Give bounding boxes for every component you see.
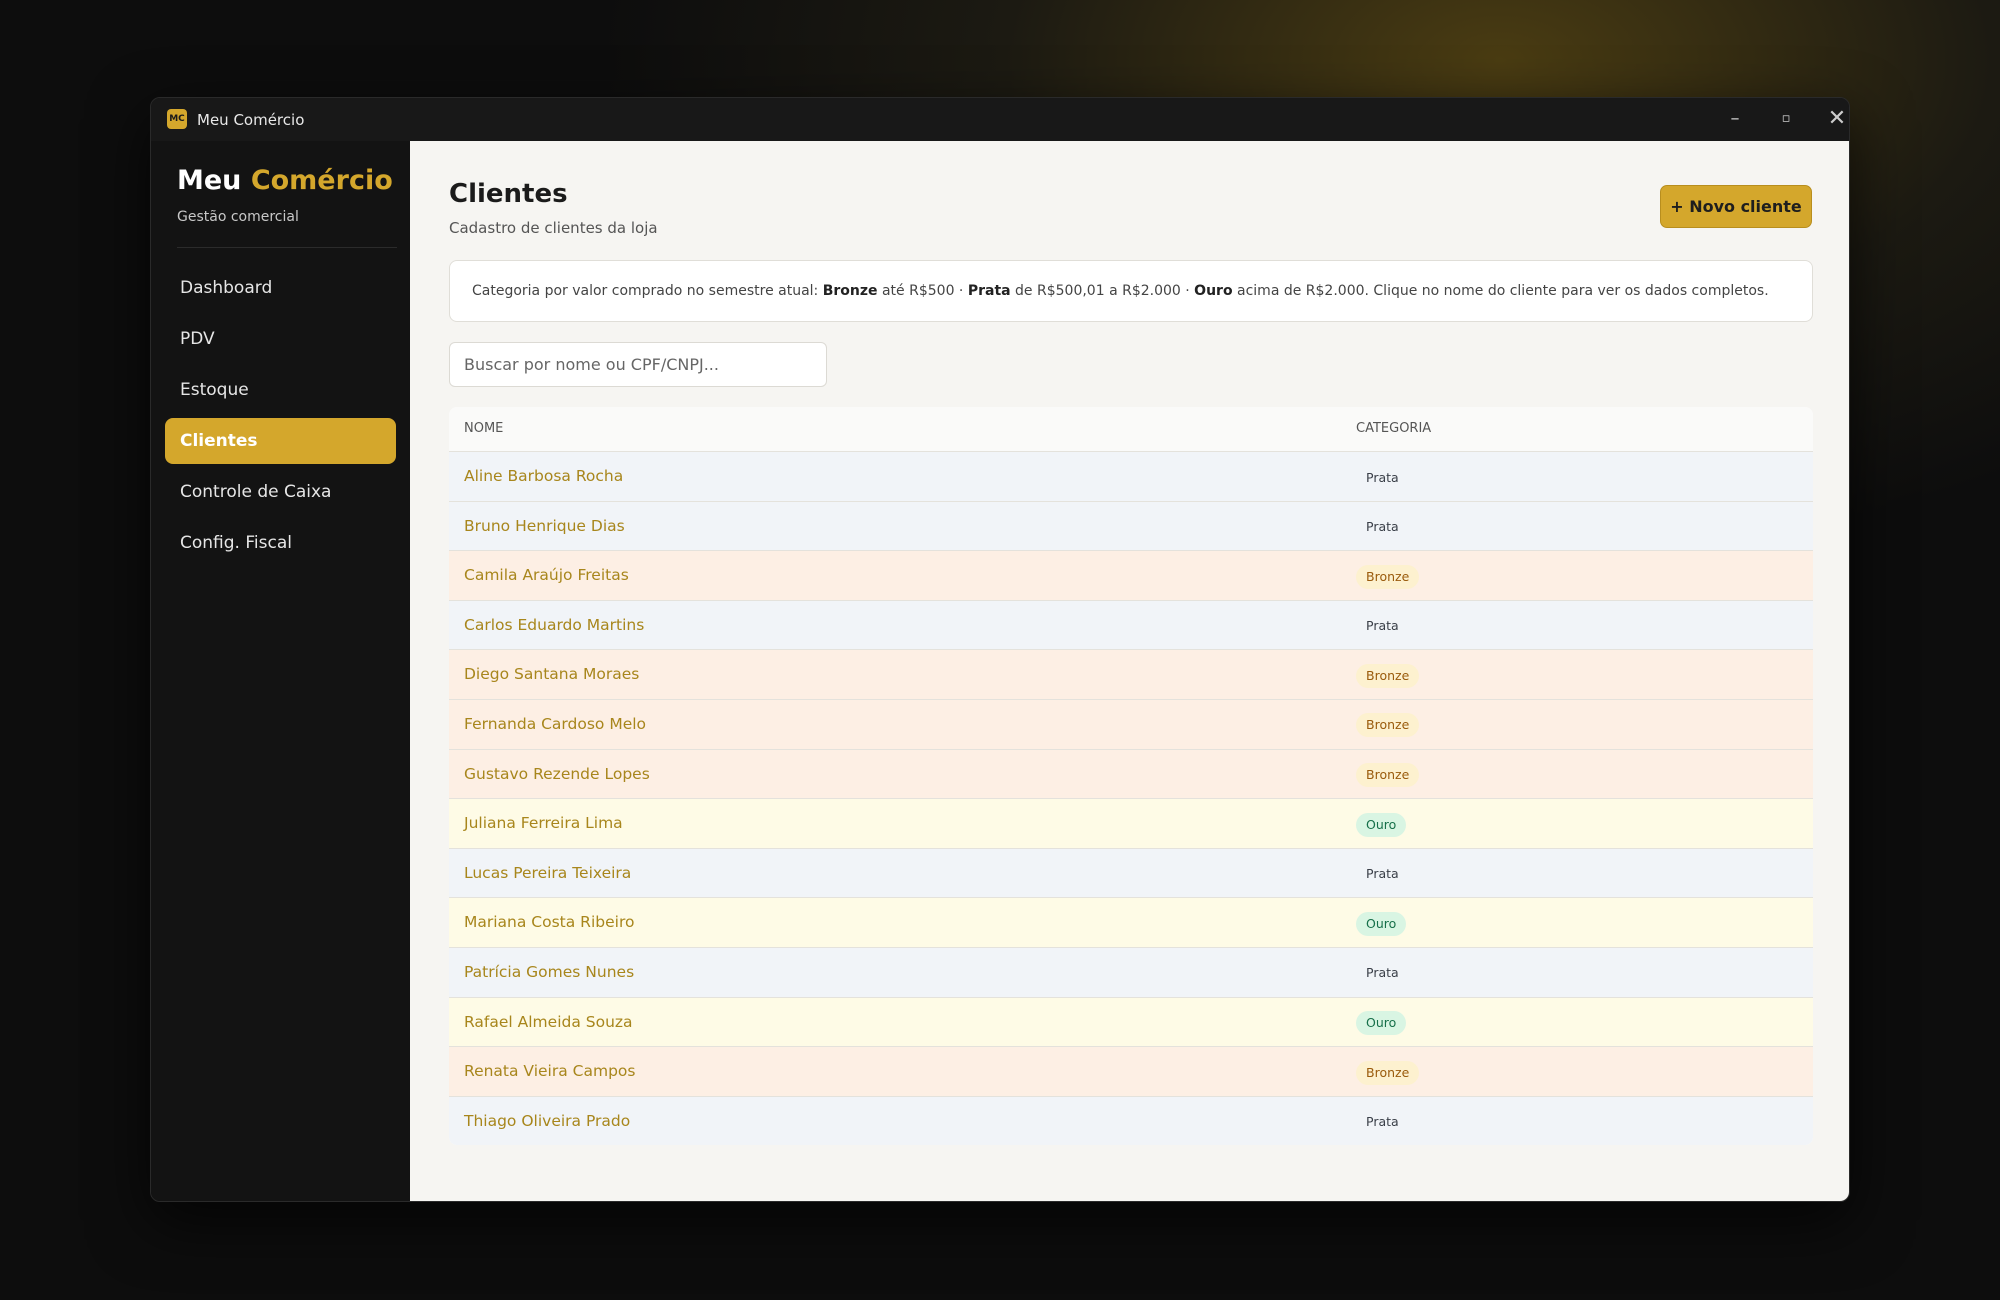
client-name[interactable]: Juliana Ferreira Lima: [464, 814, 623, 833]
category-badge: Bronze: [1356, 1060, 1420, 1085]
title-bar: MC Meu Comércio – ▫ ✕: [151, 98, 1849, 141]
category-cell: Prata: [1356, 601, 1409, 650]
tagline: Gestão comercial: [177, 209, 299, 225]
category-cell: Bronze: [1356, 750, 1420, 799]
category-badge: Bronze: [1356, 713, 1420, 738]
clients-table: NOME CATEGORIA Aline Barbosa Rocha Prata B…: [449, 407, 1813, 1146]
table-row: Juliana Ferreira Lima Ouro: [449, 798, 1813, 848]
category-badge: Prata: [1366, 866, 1399, 882]
table-row: Carlos Eduardo Martins Prata: [449, 599, 1813, 650]
info-text: até R$500 ·: [877, 283, 968, 299]
category-cell: Prata: [1356, 502, 1409, 551]
brand-word: Meu: [177, 165, 242, 196]
table-row: Renata Vieira Campos Bronze: [449, 1046, 1813, 1096]
table-row: Patrícia Gomes Nunes Prata: [449, 946, 1813, 997]
client-name[interactable]: Diego Santana Moraes: [464, 665, 640, 684]
brand: Meu Comércio: [177, 165, 393, 196]
close-button[interactable]: ✕: [1827, 106, 1847, 131]
table-header: NOME CATEGORIA: [449, 407, 1813, 451]
column-header: CATEGORIA: [1356, 421, 1432, 436]
info-box: Categoria por valor comprado no semestre…: [449, 260, 1813, 322]
client-name[interactable]: Bruno Henrique Dias: [464, 516, 625, 535]
category-cell: Prata: [1356, 452, 1409, 501]
new-client-button[interactable]: + Novo cliente: [1660, 185, 1812, 228]
maximize-button[interactable]: ▫: [1781, 111, 1791, 126]
category-cell: Bronze: [1356, 700, 1420, 749]
category-cell: Bronze: [1356, 551, 1420, 600]
main-panel: Clientes Cadastro de clientes da loja + …: [410, 141, 1849, 1201]
nav-item[interactable]: Controle de Caixa: [180, 482, 332, 502]
category-badge: Ouro: [1356, 812, 1407, 837]
info-bold: Prata: [967, 283, 1011, 299]
table-row: Thiago Oliveira Prado Prata: [449, 1095, 1813, 1146]
category-cell: Ouro: [1356, 799, 1407, 848]
table-row: Aline Barbosa Rocha Prata: [449, 451, 1813, 501]
client-name[interactable]: Gustavo Rezende Lopes: [464, 764, 650, 783]
table-row: Mariana Costa Ribeiro Ouro: [449, 897, 1813, 947]
client-name[interactable]: Aline Barbosa Rocha: [464, 467, 624, 485]
search-input[interactable]: Buscar por nome ou CPF/CNPJ...: [449, 342, 827, 387]
separator: [177, 247, 397, 248]
category-cell: Prata: [1356, 849, 1409, 898]
category-badge: Bronze: [1356, 763, 1420, 788]
brand-word: Comércio: [250, 165, 393, 196]
category-badge: Ouro: [1356, 911, 1407, 936]
client-name[interactable]: Fernanda Cardoso Melo: [464, 714, 647, 733]
category-badge: Prata: [1366, 618, 1399, 634]
info-bold: Ouro: [1194, 283, 1233, 299]
table-row: Diego Santana Moraes Bronze: [449, 649, 1813, 699]
client-name[interactable]: Lucas Pereira Teixeira: [464, 863, 632, 882]
nav-item[interactable]: PDV: [180, 329, 215, 349]
app-window: MC Meu Comércio – ▫ ✕ Meu Comércio Gestã…: [150, 97, 1850, 1202]
nav-item[interactable]: Dashboard: [180, 278, 273, 298]
table-row: Rafael Almeida Souza Ouro: [449, 996, 1813, 1047]
category-cell: Ouro: [1356, 998, 1407, 1047]
table-row: Gustavo Rezende Lopes Bronze: [449, 748, 1813, 799]
info-bold: Bronze: [822, 283, 878, 299]
info-text: acima de R$2.000. Clique no nome do clie…: [1232, 283, 1769, 299]
category-badge: Prata: [1366, 1114, 1399, 1130]
minimize-button[interactable]: –: [1730, 108, 1740, 129]
column-header: NOME: [464, 421, 504, 436]
table-row: Lucas Pereira Teixeira Prata: [449, 847, 1813, 898]
category-badge: Prata: [1366, 519, 1399, 535]
client-name[interactable]: Rafael Almeida Souza: [464, 1012, 633, 1031]
category-badge: Bronze: [1356, 564, 1420, 589]
client-name[interactable]: Renata Vieira Campos: [464, 1062, 636, 1081]
page-title: Clientes: [449, 179, 568, 209]
sidebar: Meu Comércio Gestão comercial Dashboard P…: [151, 141, 410, 1201]
category-badge: Prata: [1366, 469, 1399, 485]
table-row: Fernanda Cardoso Melo Bronze: [449, 698, 1813, 749]
table-row: Camila Araújo Freitas Bronze: [449, 550, 1813, 600]
category-cell: Prata: [1356, 948, 1409, 997]
app-icon: MC: [167, 109, 187, 129]
category-badge: Bronze: [1356, 663, 1420, 688]
window-title: Meu Comércio: [197, 111, 305, 129]
category-cell: Bronze: [1356, 650, 1420, 699]
category-badge: Prata: [1366, 965, 1399, 981]
client-name[interactable]: Mariana Costa Ribeiro: [464, 913, 635, 932]
category-cell: Prata: [1356, 1097, 1409, 1146]
client-name[interactable]: Carlos Eduardo Martins: [464, 615, 645, 634]
category-cell: Bronze: [1356, 1047, 1420, 1096]
info-text: Categoria por valor comprado no semestre…: [472, 283, 823, 299]
nav-item[interactable]: Estoque: [180, 380, 249, 400]
table-row: Bruno Henrique Dias Prata: [449, 500, 1813, 551]
nav-item[interactable]: Clientes: [165, 418, 396, 464]
category-badge: Ouro: [1356, 1011, 1407, 1036]
info-text: de R$500,01 a R$2.000 ·: [1010, 283, 1195, 299]
page-subtitle: Cadastro de clientes da loja: [449, 219, 658, 237]
nav-item[interactable]: Config. Fiscal: [180, 533, 292, 553]
client-name[interactable]: Camila Araújo Freitas: [464, 566, 629, 585]
client-name[interactable]: Thiago Oliveira Prado: [464, 1111, 631, 1130]
category-cell: Ouro: [1356, 898, 1407, 947]
client-name[interactable]: Patrícia Gomes Nunes: [464, 962, 635, 981]
